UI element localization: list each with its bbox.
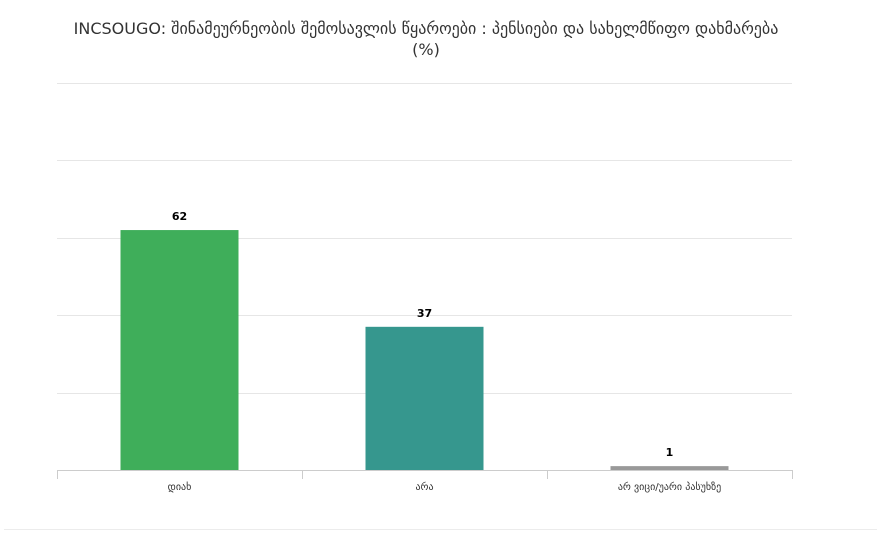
bar[interactable] [365, 326, 484, 470]
data-label: 62 [172, 210, 187, 223]
data-label: 1 [666, 446, 674, 459]
category-label: არა [415, 481, 433, 493]
bars [120, 230, 729, 470]
category-label: არ ვიცი/უარი პასუხზე [618, 481, 721, 493]
bar[interactable] [610, 466, 729, 470]
category-label: დიახ [168, 481, 192, 493]
x-axis: დიახ არა არ ვიცი/უარი პასუხზე [57, 470, 793, 493]
chart-title: INCSOUGO: შინამეურნეობის შემოსავლის წყარ… [73, 19, 779, 59]
data-labels: 62 37 1 [172, 210, 673, 459]
data-label: 37 [417, 307, 432, 320]
bar[interactable] [120, 230, 239, 470]
bottom-divider [4, 529, 877, 530]
